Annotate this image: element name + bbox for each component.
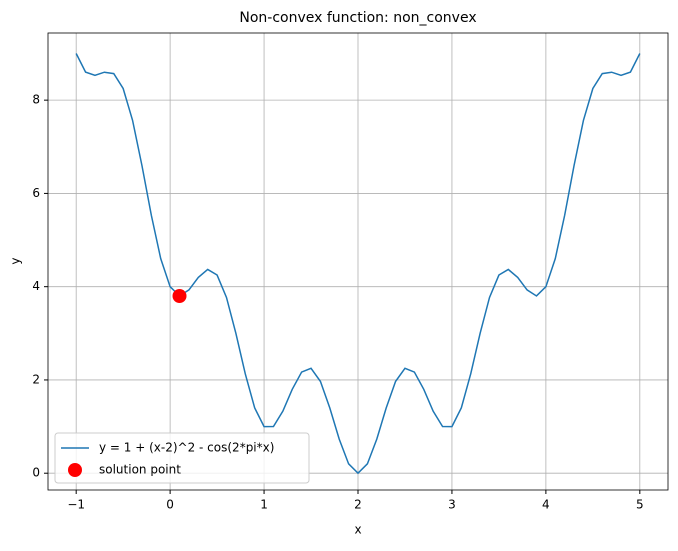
legend-marker (68, 463, 82, 477)
x-tick-label: 3 (448, 498, 456, 512)
chart-title: Non-convex function: non_convex (239, 10, 476, 26)
y-tick-label: 2 (32, 372, 40, 386)
line-series (75, 53, 641, 475)
y-tick-label: 6 (32, 186, 40, 200)
x-tick-label: 2 (354, 498, 362, 512)
legend-box (54, 432, 310, 484)
scatter-point (172, 289, 187, 304)
x-tick-label: 0 (166, 498, 174, 512)
y-tick-label: 4 (32, 279, 40, 293)
legend-label: y = 1 + (x-2)^2 - cos(2*pi*x) (99, 441, 274, 455)
y-tick-label: 8 (32, 93, 40, 107)
x-tick-label: 1 (260, 498, 268, 512)
x-axis-label: x (354, 523, 361, 537)
x-tick-label: 4 (542, 498, 550, 512)
x-tick-label: −1 (67, 498, 85, 512)
legend-label: solution point (99, 463, 181, 477)
y-axis-label: y (9, 257, 23, 264)
x-tick-label: 5 (636, 498, 644, 512)
y-tick-label: 0 (32, 466, 40, 480)
axes-frame (47, 32, 669, 491)
